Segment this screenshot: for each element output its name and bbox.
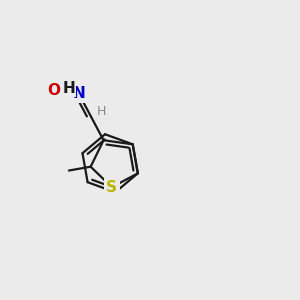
Text: O: O (47, 83, 60, 98)
Text: H: H (96, 105, 106, 118)
Text: H: H (63, 81, 76, 96)
Text: S: S (106, 180, 117, 195)
Text: N: N (72, 86, 85, 101)
